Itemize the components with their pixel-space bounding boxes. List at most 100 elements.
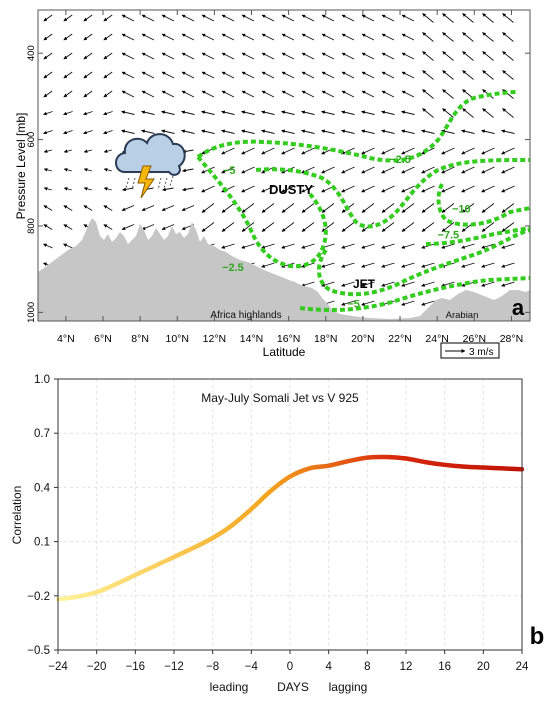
wind-vector: [181, 71, 195, 79]
wind-vector: [421, 203, 435, 213]
wind-vector: [321, 166, 335, 174]
wind-vector: [481, 129, 495, 134]
x-tick-label: 16: [438, 661, 451, 673]
annotation-dusty: DUSTY: [269, 182, 313, 197]
wind-vector: [321, 71, 335, 79]
wind-vector: [441, 129, 455, 134]
wind-vector: [301, 243, 315, 249]
wind-vector: [441, 243, 455, 249]
panel-b-axes: −24 −20 −16 −12 −8 −4 0 4 8 12 16 20 24 −0.5 −0.2 0.1 0.…: [27, 374, 529, 673]
wind-vector: [63, 187, 72, 191]
wind-vector: [462, 32, 474, 42]
x-tick-label: −24: [48, 661, 68, 673]
wind-vector: [161, 14, 175, 22]
wind-vector: [381, 166, 395, 174]
wind-vector: [63, 71, 73, 79]
wind-vector: [43, 33, 53, 41]
wind-vector: [281, 33, 295, 41]
wind-vector: [441, 166, 455, 174]
wind-vector: [83, 149, 92, 153]
wind-vector: [341, 243, 355, 249]
wind-vector: [301, 281, 315, 287]
wind-vector: [241, 203, 255, 213]
x-tick-label: 28°N: [500, 333, 523, 345]
wind-vector: [261, 52, 275, 60]
wind-vector: [43, 205, 53, 211]
wind-vector: [43, 14, 53, 22]
xlabel-lagging: lagging: [329, 680, 368, 694]
wind-vector: [502, 51, 514, 61]
wind-vector: [461, 166, 475, 174]
wind-vector: [103, 168, 112, 172]
wind-vector: [301, 33, 315, 41]
wind-vector: [161, 33, 175, 41]
wind-vector: [103, 130, 113, 135]
wind-vector: [141, 205, 155, 211]
panel-a-vector-plot: −5 −2.5 −10 −7.5 −2.5 −5 DUSTY JET Africa hig…: [14, 9, 531, 359]
wind-vector: [502, 32, 514, 42]
wind-vector: [341, 52, 355, 60]
wind-vector: [121, 52, 135, 60]
y-tick-label: 400: [26, 45, 37, 61]
wind-vector: [221, 129, 235, 134]
wind-vector: [361, 147, 375, 155]
wind-vector: [63, 33, 73, 41]
panel-a-axes: 4°N 6°N 8°N 10°N 12°N 14°N 16°N 18°N 20°N 22°N 24°…: [26, 10, 530, 345]
wind-vector: [482, 32, 494, 42]
wind-vector: [501, 281, 515, 287]
wind-vector: [341, 185, 355, 193]
wind-vector: [43, 111, 53, 116]
wind-vector: [182, 187, 194, 192]
wind-vector: [43, 90, 53, 98]
wind-vector: [441, 203, 455, 213]
x-tick-label: −16: [126, 661, 146, 673]
wind-vector: [482, 51, 494, 61]
wind-vector: [501, 262, 515, 268]
wind-vector: [103, 14, 113, 22]
wind-vector: [281, 222, 295, 232]
wind-vector: [141, 110, 155, 115]
wind-vector: [103, 187, 112, 191]
wind-vector: [462, 13, 474, 23]
wind-vector: [401, 185, 415, 193]
wind-vector: [161, 224, 175, 230]
wind-vector: [321, 52, 335, 60]
panel-b-line-chart: −24 −20 −16 −12 −8 −4 0 4 8 12 16 20 24 −0.5 −0.2 0.1 0.…: [10, 374, 544, 694]
wind-vector: [421, 262, 435, 268]
wind-vector: [361, 90, 375, 98]
wind-vector: [341, 166, 355, 174]
wind-vector: [361, 185, 375, 193]
x-tick-label: −4: [245, 661, 259, 673]
wind-vector: [401, 243, 415, 249]
wind-vector: [241, 129, 255, 134]
wind-vector: [181, 52, 195, 60]
wind-vector: [181, 110, 195, 115]
wind-vector: [501, 147, 515, 155]
wind-vector: [502, 108, 514, 118]
wind-vector: [361, 14, 375, 22]
wind-vector: [361, 262, 375, 268]
x-tick-label: 24°N: [425, 333, 448, 345]
wind-vector: [321, 262, 335, 268]
wind-vector: [83, 90, 93, 98]
wind-vector: [181, 129, 195, 134]
wind-vector: [501, 166, 515, 174]
wind-vector: [83, 168, 92, 172]
x-tick-label: 10°N: [166, 333, 189, 345]
wind-vector: [481, 166, 495, 174]
wind-vector: [501, 185, 515, 193]
annotation-jet: JET: [353, 277, 376, 291]
wind-vector: [361, 300, 375, 306]
wind-vector: [301, 110, 315, 115]
wind-vector: [442, 13, 454, 23]
wind-vector: [181, 33, 195, 41]
xlabel-leading: leading: [210, 680, 249, 694]
x-tick-label: 6°N: [94, 333, 112, 345]
x-tick-label: 4°N: [57, 333, 75, 345]
wind-vector: [261, 185, 275, 193]
wind-vector: [83, 187, 92, 191]
wind-vector: [401, 203, 415, 213]
wind-vector: [281, 185, 295, 193]
wind-vector: [63, 52, 73, 60]
wind-vector: [381, 185, 395, 193]
